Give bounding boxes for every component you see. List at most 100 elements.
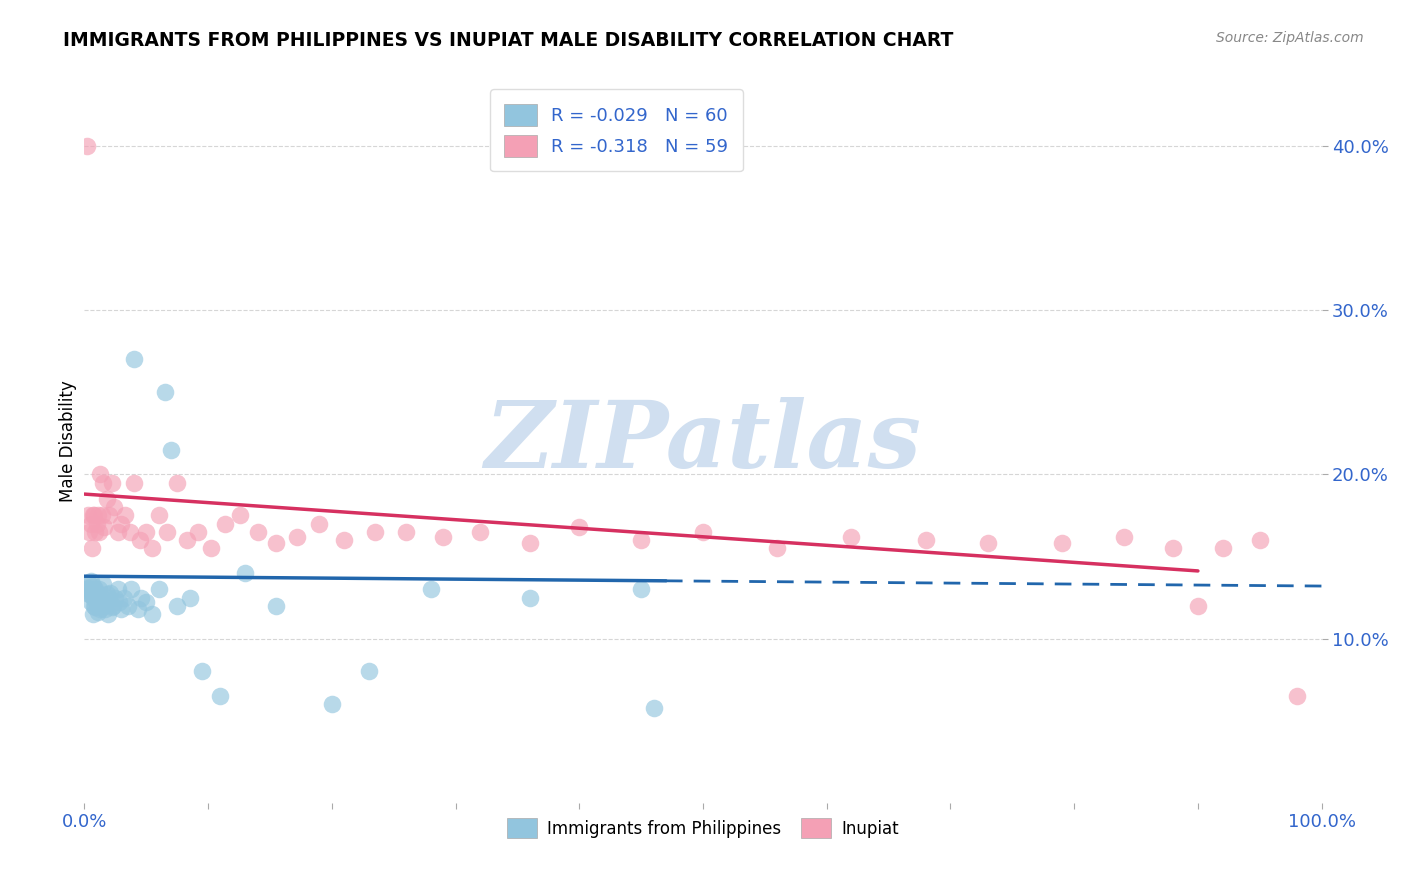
Point: [108, 595, 131, 609]
Point: [83, 592, 105, 607]
Point: [96, 587, 118, 601]
Point: [80, 589, 103, 603]
Point: [89, 467, 111, 482]
Point: [519, 591, 541, 605]
Point: [86, 585, 108, 599]
Point: [82, 579, 104, 593]
Point: [79, 574, 101, 588]
Point: [89, 524, 111, 539]
Point: [166, 599, 188, 613]
Point: [285, 530, 308, 544]
Point: [141, 541, 163, 556]
Point: [200, 541, 222, 556]
Point: [93, 520, 115, 534]
Point: [176, 533, 198, 547]
Point: [80, 541, 103, 556]
Point: [214, 516, 236, 531]
Point: [91, 577, 114, 591]
Point: [246, 524, 269, 539]
Point: [264, 599, 287, 613]
Legend: Immigrants from Philippines, Inupiat: Immigrants from Philippines, Inupiat: [501, 812, 905, 845]
Text: Source: ZipAtlas.com: Source: ZipAtlas.com: [1216, 31, 1364, 45]
Point: [77, 508, 100, 523]
Point: [135, 524, 157, 539]
Point: [643, 700, 665, 714]
Point: [432, 530, 454, 544]
Point: [308, 516, 330, 531]
Point: [395, 524, 418, 539]
Point: [209, 689, 232, 703]
Point: [104, 591, 127, 605]
Y-axis label: Male Disability: Male Disability: [59, 381, 77, 502]
Point: [82, 508, 104, 523]
Point: [179, 591, 201, 605]
Point: [470, 524, 492, 539]
Point: [84, 591, 107, 605]
Point: [107, 524, 129, 539]
Point: [101, 599, 124, 613]
Point: [692, 524, 714, 539]
Point: [94, 602, 117, 616]
Point: [914, 533, 936, 547]
Point: [86, 595, 108, 609]
Point: [79, 595, 101, 609]
Point: [1161, 541, 1184, 556]
Point: [83, 599, 105, 613]
Point: [229, 508, 252, 523]
Point: [841, 530, 863, 544]
Point: [80, 585, 103, 599]
Point: [84, 524, 107, 539]
Point: [191, 665, 214, 679]
Point: [79, 516, 101, 531]
Point: [76, 582, 98, 597]
Point: [1285, 689, 1308, 703]
Point: [103, 500, 125, 515]
Point: [1187, 599, 1209, 613]
Point: [91, 475, 114, 490]
Point: [357, 665, 380, 679]
Point: [87, 508, 110, 523]
Point: [96, 491, 118, 506]
Point: [98, 585, 121, 599]
Point: [89, 582, 111, 597]
Point: [87, 605, 110, 619]
Point: [1050, 536, 1073, 550]
Point: [90, 591, 112, 605]
Point: [90, 508, 112, 523]
Point: [233, 566, 256, 580]
Point: [100, 600, 122, 615]
Point: [148, 582, 170, 597]
Point: [79, 524, 101, 539]
Point: [76, 139, 98, 153]
Point: [1112, 530, 1135, 544]
Point: [83, 508, 105, 523]
Point: [166, 475, 188, 490]
Point: [1212, 541, 1234, 556]
Point: [568, 520, 591, 534]
Point: [107, 582, 129, 597]
Point: [93, 595, 115, 609]
Point: [87, 591, 110, 605]
Point: [153, 385, 176, 400]
Point: [122, 352, 145, 367]
Point: [129, 591, 152, 605]
Point: [79, 577, 101, 591]
Point: [148, 508, 170, 523]
Point: [84, 582, 107, 597]
Point: [519, 536, 541, 550]
Point: [112, 591, 135, 605]
Point: [187, 524, 209, 539]
Point: [630, 582, 652, 597]
Point: [1249, 533, 1271, 547]
Point: [321, 698, 343, 712]
Point: [333, 533, 356, 547]
Point: [160, 442, 183, 457]
Point: [630, 533, 652, 547]
Point: [117, 599, 139, 613]
Point: [86, 516, 108, 531]
Point: [264, 536, 287, 550]
Point: [419, 582, 441, 597]
Point: [156, 524, 179, 539]
Point: [135, 595, 157, 609]
Point: [91, 599, 114, 613]
